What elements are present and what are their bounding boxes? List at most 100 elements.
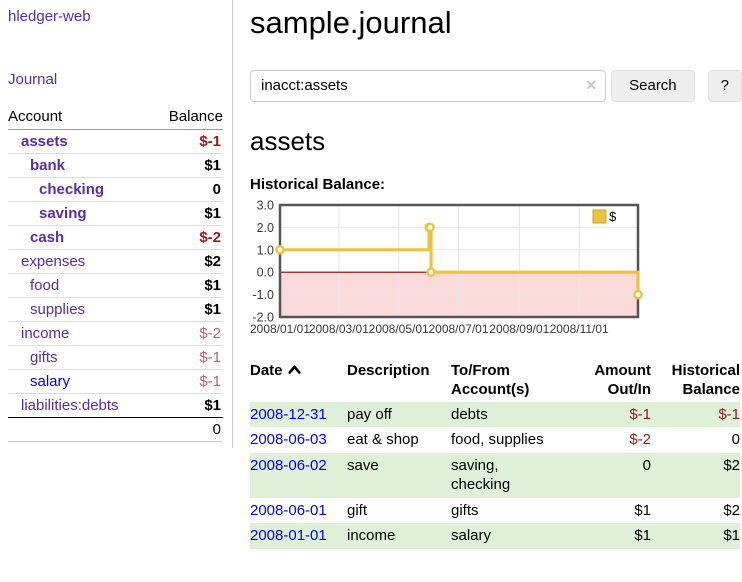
balance-column-header-register: Historical Balance bbox=[671, 362, 740, 398]
account-row: assets $-1 bbox=[8, 129, 223, 154]
transaction-date-link[interactable]: 2008-06-02 bbox=[250, 456, 327, 474]
account-table-body: assets $-1 bank $1 checking 0 saving $1 cash $-2 e… bbox=[8, 129, 223, 442]
main-content: sample.journal ✕ Search ? assets Histori… bbox=[233, 0, 742, 549]
account-link[interactable]: food bbox=[30, 277, 60, 294]
account-link[interactable]: income bbox=[21, 325, 70, 342]
transaction-date-link[interactable]: 2008-06-03 bbox=[250, 431, 327, 449]
y-axis-tick-label: 1.0 bbox=[257, 244, 274, 258]
account-link[interactable]: saving bbox=[39, 205, 87, 222]
transaction-description: pay off bbox=[347, 401, 451, 428]
transaction-balance: $1 bbox=[651, 523, 740, 549]
account-balance: 0 bbox=[152, 177, 223, 202]
account-link[interactable]: supplies bbox=[30, 301, 86, 318]
account-heading: assets bbox=[250, 125, 326, 156]
register-table: Date Description To/From Account(s) Amou… bbox=[250, 360, 740, 549]
y-axis-tick-label: 0.0 bbox=[257, 266, 274, 280]
transaction-accounts: gifts bbox=[451, 501, 479, 519]
help-button[interactable]: ? bbox=[707, 69, 742, 102]
register-row: 2008-06-02 save saving, checking 0 $2 bbox=[250, 452, 740, 498]
transaction-amount: $-2 bbox=[629, 431, 651, 449]
x-axis-tick-label: 2008/11/01 bbox=[550, 322, 609, 336]
balance-column-header: Balance bbox=[152, 105, 223, 130]
data-point-marker bbox=[633, 290, 643, 300]
account-link[interactable]: salary bbox=[30, 373, 71, 390]
transaction-balance: $2 bbox=[723, 501, 740, 519]
account-balance: $-2 bbox=[152, 225, 223, 250]
date-column-header[interactable]: Date bbox=[250, 360, 347, 402]
account-row: income $-2 bbox=[8, 321, 223, 346]
historical-balance-label: Historical Balance: bbox=[250, 176, 386, 194]
y-axis-tick-label: -1.0 bbox=[252, 288, 274, 302]
search-button[interactable]: Search bbox=[611, 69, 695, 102]
legend-swatch bbox=[592, 209, 607, 224]
account-row: cash $-2 bbox=[8, 225, 223, 250]
account-balance: $1 bbox=[152, 393, 223, 418]
register-header-row: Date Description To/From Account(s) Amou… bbox=[250, 360, 740, 402]
transaction-accounts: saving, checking bbox=[451, 452, 563, 498]
amount-column-header: Amount Out/In bbox=[594, 362, 651, 398]
data-point-marker bbox=[425, 222, 435, 233]
account-column-header: Account bbox=[8, 105, 153, 130]
transaction-balance: $2 bbox=[651, 452, 740, 498]
transaction-description: income bbox=[347, 523, 451, 549]
app-title: hledger-web bbox=[8, 8, 232, 25]
account-row: food $1 bbox=[8, 273, 223, 298]
search-box: ✕ bbox=[250, 69, 607, 102]
account-balance-table: Account Balance assets $-1 bank $1 checking 0… bbox=[8, 105, 223, 442]
data-point-marker bbox=[426, 267, 436, 278]
data-point-marker bbox=[275, 245, 285, 255]
transaction-date-link[interactable]: 2008-12-31 bbox=[250, 405, 327, 423]
plot-border bbox=[278, 203, 640, 319]
y-axis-tick-label: 3.0 bbox=[257, 199, 274, 213]
y-axis-tick-label: 2.0 bbox=[257, 221, 274, 235]
transaction-description: gift bbox=[347, 501, 368, 519]
sidebar-nav: Journal bbox=[8, 71, 232, 88]
account-balance: $1 bbox=[152, 153, 223, 178]
transaction-balance: $-1 bbox=[651, 401, 740, 428]
transaction-accounts: food, supplies bbox=[451, 431, 544, 449]
account-link[interactable]: bank bbox=[30, 157, 66, 174]
transaction-description: eat & shop bbox=[347, 431, 419, 449]
transaction-amount: $1 bbox=[634, 501, 651, 519]
x-axis-tick-label: 2008/05/01 bbox=[369, 322, 429, 336]
y-axis-tick-label: -2.0 bbox=[252, 311, 274, 325]
register-row: 2008-01-01 income salary $1 $1 bbox=[250, 523, 740, 549]
x-axis-tick-label: 2008/03/01 bbox=[309, 322, 369, 336]
balance-chart: $3.0 2.0 1.0 0.0 -1.0 -2.0 2008/01/01 2008/03/0… bbox=[250, 199, 742, 347]
account-link[interactable]: gifts bbox=[30, 349, 58, 366]
account-total-balance: 0 bbox=[152, 417, 223, 442]
account-balance: $-2 bbox=[152, 321, 223, 346]
transaction-accounts: debts bbox=[451, 401, 563, 428]
page: hledger-web Journal Account Balance asse… bbox=[0, 0, 742, 549]
account-row: liabilities:debts $1 bbox=[8, 393, 223, 418]
journal-link[interactable]: Journal bbox=[8, 71, 58, 88]
account-link[interactable]: liabilities:debts bbox=[21, 397, 119, 414]
account-total-row: 0 bbox=[8, 417, 223, 442]
account-link[interactable]: assets bbox=[21, 133, 68, 150]
account-row: salary $-1 bbox=[8, 369, 223, 394]
account-balance: $2 bbox=[152, 249, 223, 274]
transaction-amount: 0 bbox=[563, 452, 651, 498]
transaction-description: save bbox=[347, 452, 451, 498]
search-form: ✕ Search ? bbox=[250, 69, 742, 102]
legend-label: $ bbox=[609, 209, 617, 224]
account-link[interactable]: expenses bbox=[21, 253, 86, 270]
account-balance: $-1 bbox=[152, 345, 223, 370]
transaction-date-link[interactable]: 2008-06-01 bbox=[250, 501, 327, 519]
description-column-header: Description bbox=[347, 362, 430, 380]
sidebar: hledger-web Journal Account Balance asse… bbox=[0, 0, 233, 448]
search-input[interactable] bbox=[250, 69, 607, 102]
account-balance: $-1 bbox=[152, 369, 223, 394]
account-link[interactable]: cash bbox=[30, 229, 65, 246]
register-row: 2008-06-01 gift gifts $1 $2 bbox=[250, 498, 740, 524]
page-title: sample.journal bbox=[250, 5, 452, 40]
transaction-amount: $1 bbox=[563, 523, 651, 549]
app-title-link[interactable]: hledger-web bbox=[8, 8, 91, 25]
x-axis-tick-label: 2008/07/01 bbox=[428, 322, 488, 336]
clear-search-icon[interactable]: ✕ bbox=[585, 76, 598, 93]
account-link[interactable]: checking bbox=[39, 181, 105, 198]
account-row: saving $1 bbox=[8, 201, 223, 226]
account-table-header: Account Balance bbox=[8, 105, 223, 130]
account-balance: $1 bbox=[152, 297, 223, 322]
transaction-date-link[interactable]: 2008-01-01 bbox=[250, 527, 327, 545]
